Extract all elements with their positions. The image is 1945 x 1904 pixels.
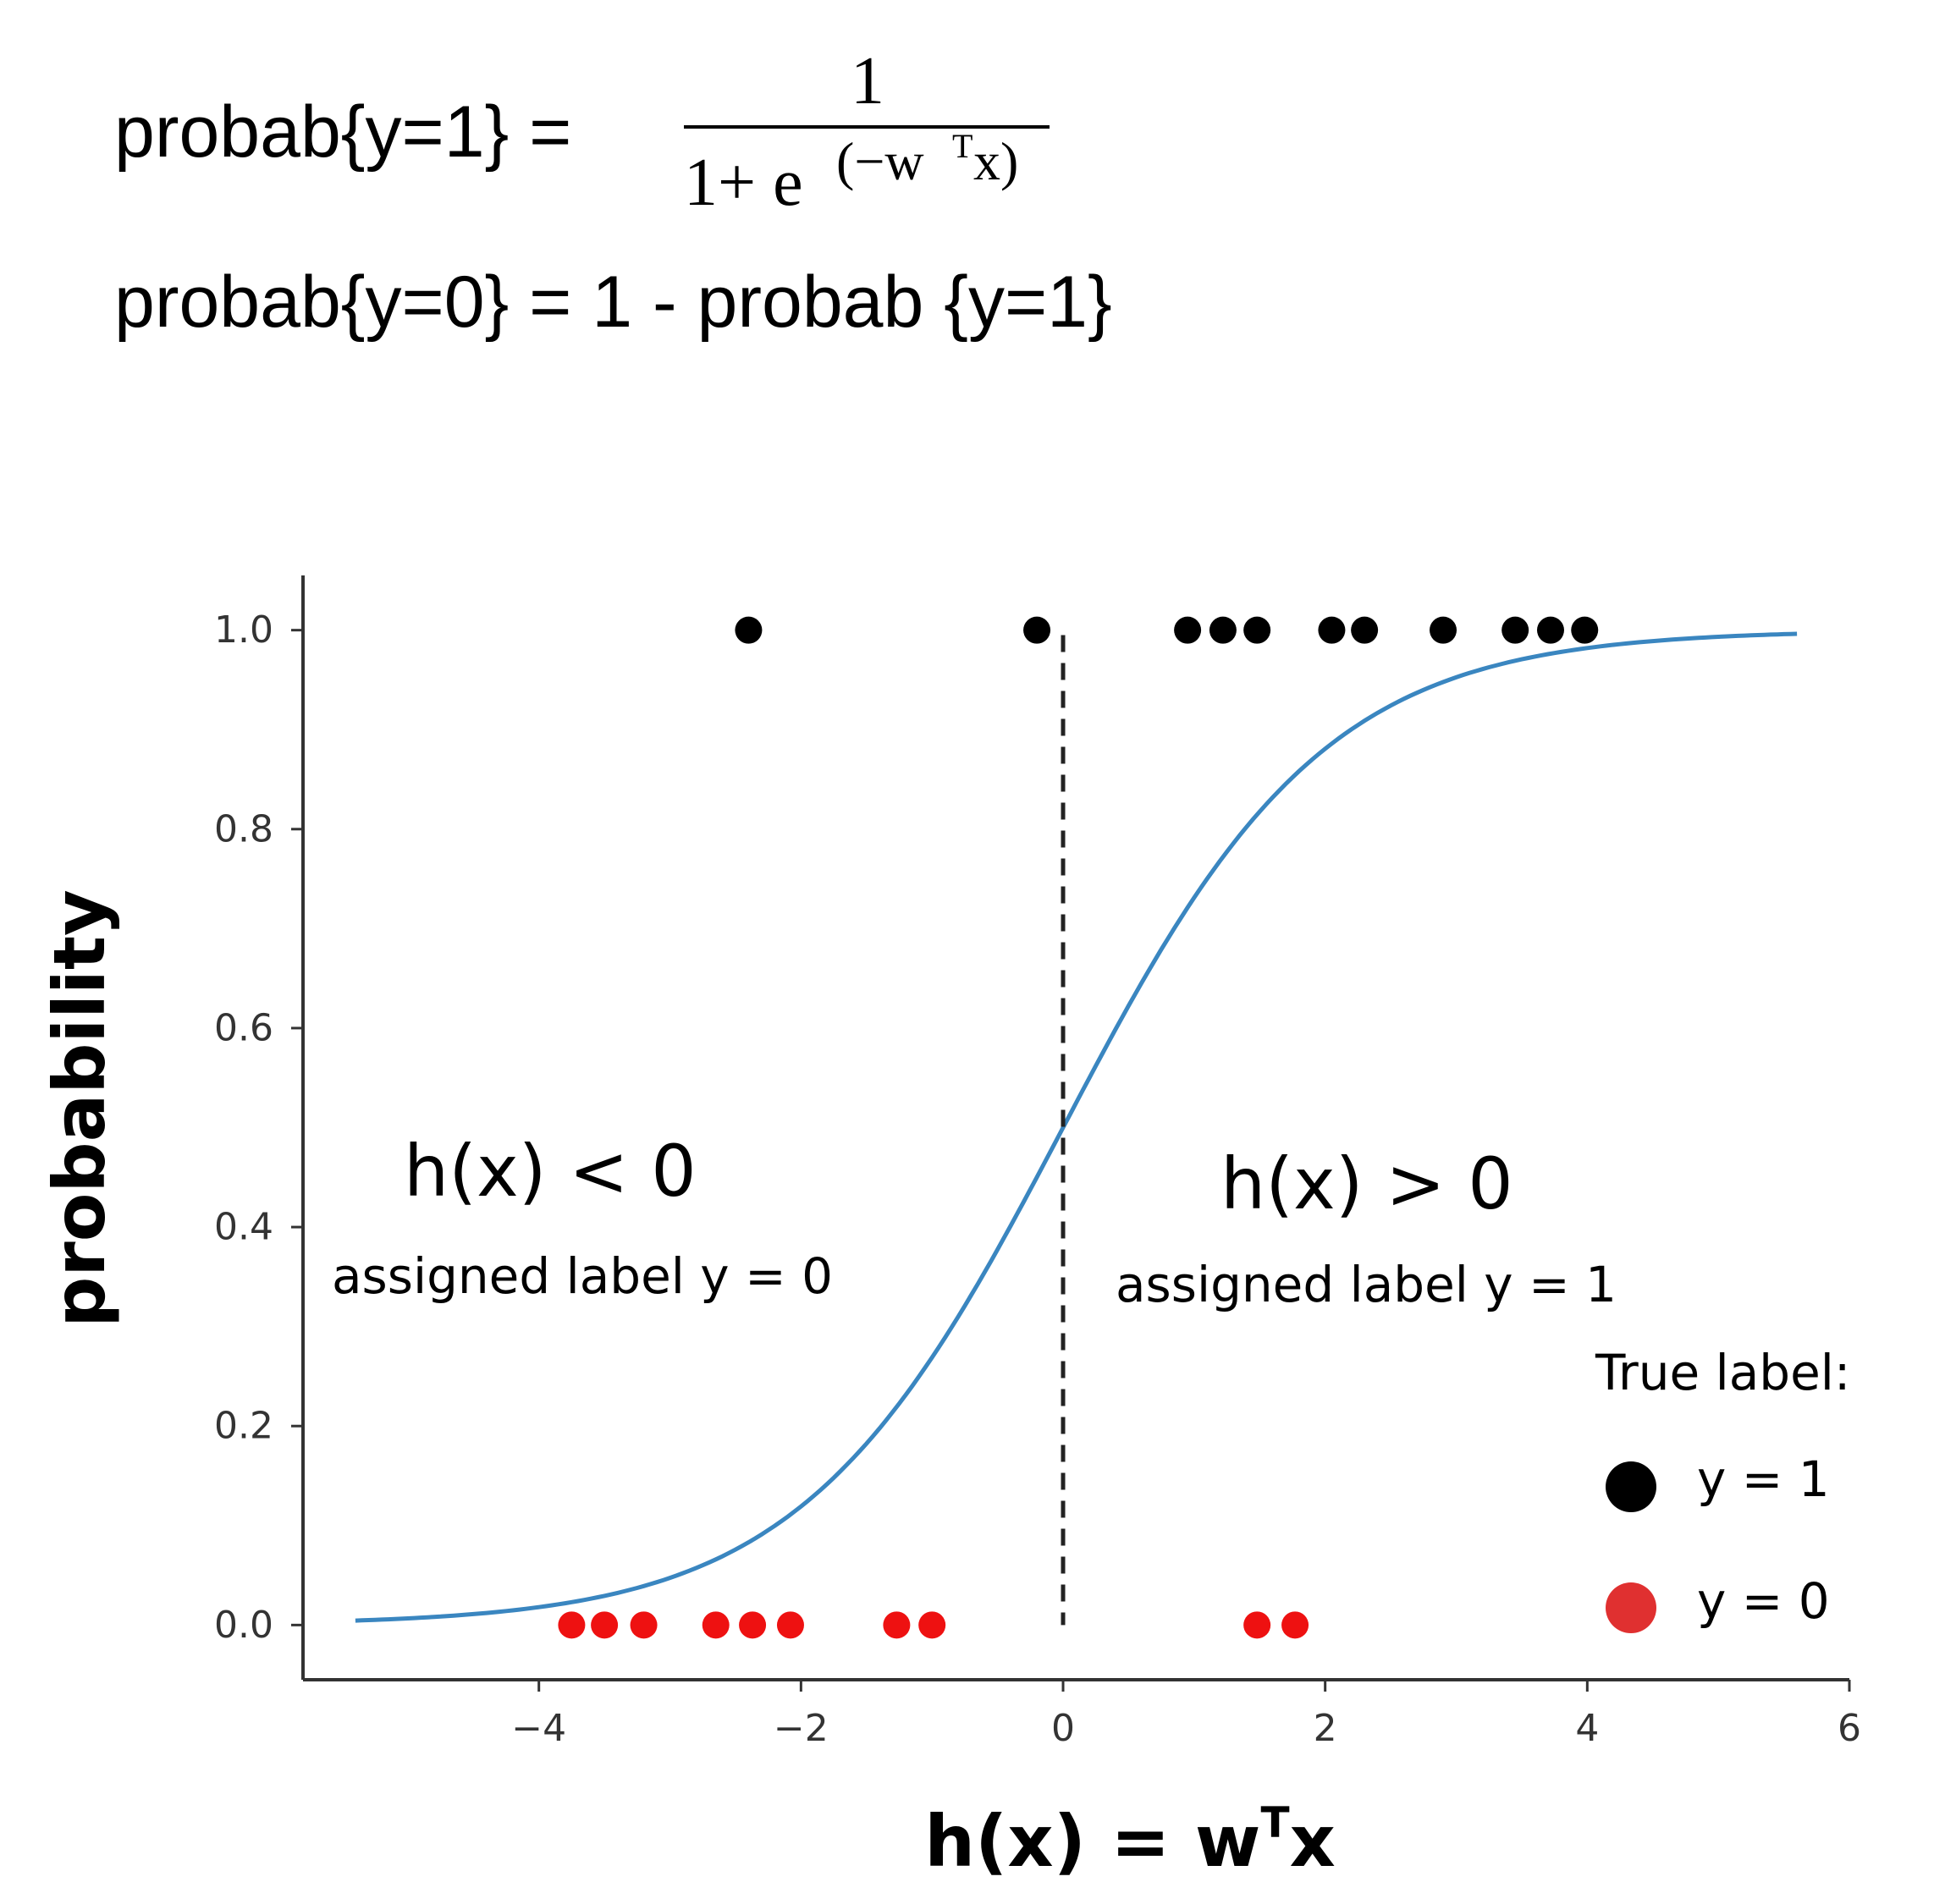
x-axis-label-main: h(x) = w xyxy=(924,1800,1260,1883)
left-region-subtitle: assigned label y = 0 xyxy=(332,1247,833,1305)
x-tick-label: 4 xyxy=(1575,1707,1599,1750)
y-axis-label: probability xyxy=(38,889,121,1328)
x-axis-label-tail: x xyxy=(1290,1800,1336,1883)
x-tick-label: −4 xyxy=(511,1707,566,1750)
data-point-y1 xyxy=(1318,616,1346,644)
data-point-y1 xyxy=(1209,616,1237,644)
formula-1: probab{y=1} = 1 1+ e (−w T x) xyxy=(114,44,1050,220)
legend-label-y1: y = 1 xyxy=(1697,1450,1830,1508)
data-point-y0 xyxy=(630,1611,658,1639)
x-tick-label: −2 xyxy=(774,1707,829,1750)
plot-area: 0.0 0.2 0.4 0.6 0.8 1.0 −4 −2 0 2 4 6 xyxy=(214,575,1861,1750)
formula-1-exponent-t: T xyxy=(952,127,972,165)
data-point-y1 xyxy=(1501,616,1529,644)
data-point-y0 xyxy=(1281,1611,1309,1639)
x-axis-label: h(x) = wTx xyxy=(924,1798,1336,1883)
x-tick-label: 0 xyxy=(1051,1707,1075,1750)
data-point-y1 xyxy=(1243,616,1271,644)
x-tick-label: 2 xyxy=(1314,1707,1337,1750)
series-y0-points xyxy=(558,1611,1309,1639)
series-y1-points xyxy=(735,616,1599,644)
data-point-y0 xyxy=(918,1611,946,1639)
legend-marker-y0 xyxy=(1606,1582,1656,1633)
legend-label-y0: y = 0 xyxy=(1697,1572,1830,1630)
data-point-y0 xyxy=(883,1611,911,1639)
data-point-y0 xyxy=(702,1611,730,1639)
data-point-y0 xyxy=(558,1611,586,1639)
data-point-y1 xyxy=(1536,616,1564,644)
y-tick-label: 0.8 xyxy=(214,807,273,850)
y-tick-label: 1.0 xyxy=(214,608,273,652)
legend: True label: y = 1 y = 0 xyxy=(1595,1344,1850,1633)
y-tick-label: 0.0 xyxy=(214,1604,273,1647)
x-axis-label-sup: T xyxy=(1260,1798,1289,1847)
data-point-y0 xyxy=(591,1611,619,1639)
x-tick-label: 6 xyxy=(1838,1707,1861,1750)
data-point-y1 xyxy=(1571,616,1599,644)
y-tick-label: 0.2 xyxy=(214,1405,273,1448)
data-point-y0 xyxy=(739,1611,767,1639)
formula-1-denominator-base: 1+ e xyxy=(684,146,803,220)
y-tick-label: 0.6 xyxy=(214,1006,273,1049)
y-axis-ticks: 0.0 0.2 0.4 0.6 0.8 1.0 xyxy=(214,608,303,1647)
legend-marker-y1 xyxy=(1606,1461,1656,1512)
data-point-y1 xyxy=(1351,616,1379,644)
y-tick-label: 0.4 xyxy=(214,1206,273,1249)
formula-2: probab{y=0} = 1 - probab {y=1} xyxy=(114,261,1112,343)
legend-title: True label: xyxy=(1595,1344,1850,1401)
data-point-y1 xyxy=(1430,616,1457,644)
data-point-y1 xyxy=(735,616,763,644)
sigmoid-curve xyxy=(355,631,1798,1623)
formula-1-lhs: probab{y=1} = xyxy=(114,91,571,173)
formula-1-exponent-open: (−w xyxy=(836,131,924,191)
x-axis-ticks: −4 −2 0 2 4 6 xyxy=(511,1680,1861,1750)
data-point-y1 xyxy=(1174,616,1202,644)
left-region-title: h(x) < 0 xyxy=(404,1130,697,1213)
data-point-y0 xyxy=(1243,1611,1271,1639)
data-point-y0 xyxy=(776,1611,804,1639)
formula-1-exponent-close: x) xyxy=(973,131,1018,191)
formula-1-numerator: 1 xyxy=(851,44,884,118)
data-point-y1 xyxy=(1023,616,1051,644)
right-region-subtitle: assigned label y = 1 xyxy=(1116,1256,1617,1313)
right-region-title: h(x) > 0 xyxy=(1220,1142,1513,1225)
